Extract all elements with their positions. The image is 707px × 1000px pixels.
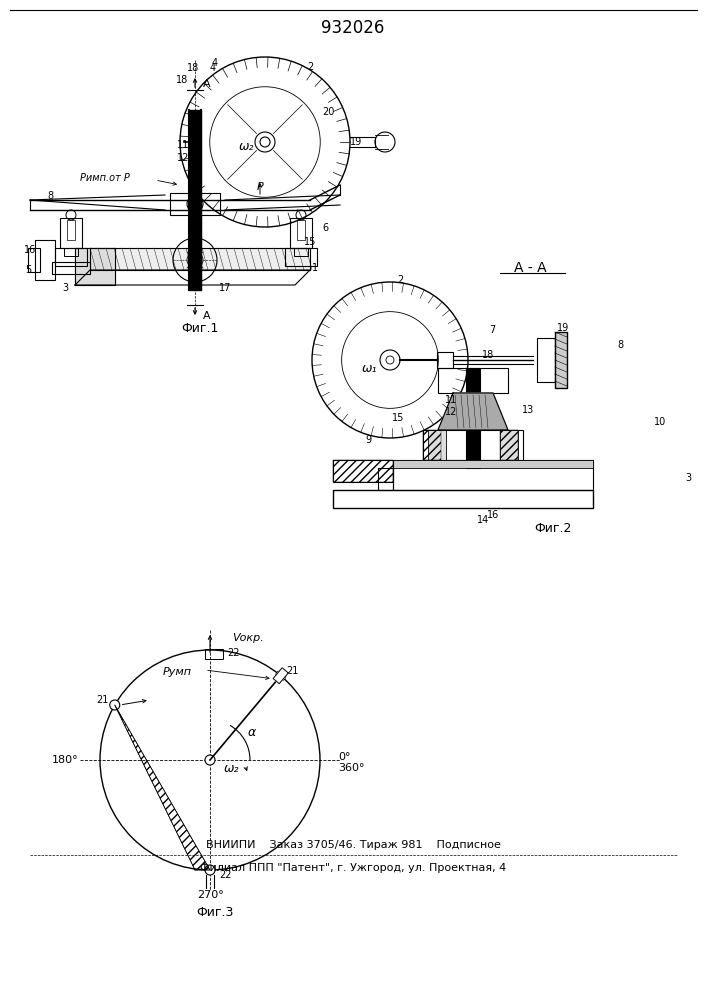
Text: 10: 10 [654, 417, 666, 427]
Text: 3: 3 [685, 473, 691, 483]
Text: 19: 19 [556, 323, 569, 333]
Bar [55, 248, 87, 266]
Text: 21: 21 [97, 695, 109, 705]
Text: Vокр.: Vокр. [232, 633, 264, 643]
Text: Филиал ППП "Патент", г. Ужгород, ул. Проектная, 4: Филиал ППП "Патент", г. Ужгород, ул. Про… [200, 863, 506, 873]
Bar [28, 248, 40, 272]
Bar [555, 332, 567, 388]
Circle shape [276, 671, 286, 681]
Text: 12: 12 [177, 153, 189, 163]
Circle shape [205, 755, 215, 765]
Polygon shape [90, 248, 310, 270]
Text: 21: 21 [286, 666, 299, 676]
Text: ω₂: ω₂ [224, 762, 240, 774]
Text: Фиг.3: Фиг.3 [197, 906, 234, 918]
Text: 12: 12 [445, 407, 457, 417]
Bar [500, 430, 518, 460]
Text: Р: Р [257, 182, 264, 192]
Text: A: A [203, 311, 211, 321]
Text: 16: 16 [487, 510, 499, 520]
Text: 8: 8 [617, 340, 623, 350]
Text: 180°: 180° [52, 755, 78, 765]
Bar [428, 430, 446, 460]
Text: 932026: 932026 [321, 19, 385, 37]
Text: 18: 18 [187, 63, 199, 73]
Text: ω₁: ω₁ [362, 361, 378, 374]
Text: 22: 22 [218, 870, 231, 880]
Bar [393, 460, 593, 468]
Text: Фиг.1: Фиг.1 [181, 322, 218, 334]
Polygon shape [75, 270, 310, 285]
Text: 20: 20 [322, 107, 334, 117]
Text: α: α [248, 726, 256, 738]
Text: Римп.от Р: Римп.от Р [80, 173, 130, 183]
Polygon shape [75, 248, 115, 285]
Text: 1: 1 [312, 263, 318, 273]
Text: 6: 6 [322, 223, 328, 233]
Bar [423, 430, 523, 460]
Text: 14: 14 [477, 515, 489, 525]
Text: 5: 5 [25, 265, 31, 275]
Text: 270°: 270° [197, 890, 223, 900]
Polygon shape [273, 668, 288, 684]
Text: 16: 16 [24, 245, 36, 255]
Bar [67, 220, 75, 240]
Bar [537, 338, 555, 382]
Bar [64, 248, 78, 256]
Text: 15: 15 [392, 413, 404, 423]
Bar [285, 248, 317, 266]
Text: Румп: Румп [163, 667, 192, 677]
Text: 22: 22 [227, 648, 239, 658]
Bar [333, 460, 393, 482]
Circle shape [205, 865, 215, 875]
Text: 4: 4 [210, 63, 216, 73]
Text: 13: 13 [522, 405, 534, 415]
Bar [294, 248, 308, 256]
Text: ВНИИПИ    Заказ 3705/46. Тираж 981    Подписное: ВНИИПИ Заказ 3705/46. Тираж 981 Подписно… [206, 840, 501, 850]
Text: 15: 15 [304, 237, 316, 247]
Text: 0°: 0° [338, 752, 351, 762]
Bar [378, 468, 393, 490]
Text: 17: 17 [218, 283, 231, 293]
Text: 11: 11 [445, 395, 457, 405]
Polygon shape [438, 393, 508, 430]
Text: 3: 3 [62, 283, 68, 293]
Bar [466, 368, 480, 468]
Bar [290, 218, 312, 248]
Bar [297, 220, 305, 240]
Text: 18: 18 [482, 350, 494, 360]
Text: 360°: 360° [338, 763, 365, 773]
Text: А - А: А - А [514, 261, 547, 275]
Bar [205, 649, 223, 659]
Bar [393, 460, 593, 490]
Text: 2: 2 [397, 275, 403, 285]
Bar [35, 240, 55, 280]
Bar [333, 490, 593, 508]
Text: A: A [203, 79, 211, 89]
Bar [438, 368, 508, 393]
Text: 7: 7 [490, 325, 496, 335]
Bar [52, 262, 90, 274]
Text: 11: 11 [177, 140, 189, 150]
Bar [437, 352, 452, 368]
Text: 18: 18 [176, 75, 188, 85]
Text: 9: 9 [365, 435, 371, 445]
Text: ω₂: ω₂ [239, 140, 255, 153]
Text: 2: 2 [307, 62, 313, 72]
Text: 4: 4 [212, 58, 218, 68]
Bar [60, 218, 82, 248]
Circle shape [110, 700, 119, 710]
Polygon shape [189, 110, 201, 290]
Text: 8: 8 [47, 191, 53, 201]
Text: Фиг.2: Фиг.2 [534, 522, 572, 534]
Bar [170, 193, 220, 215]
Text: 19: 19 [350, 137, 362, 147]
